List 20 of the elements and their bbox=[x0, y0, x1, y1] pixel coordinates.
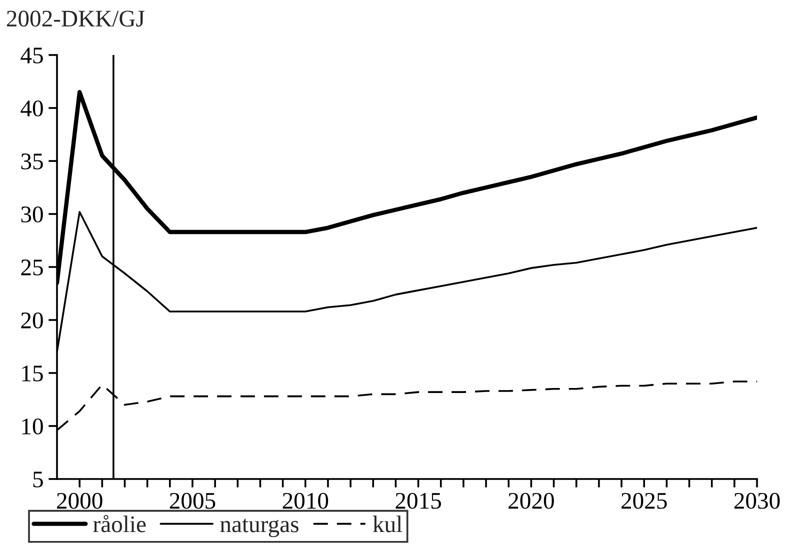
y-tick-label: 30 bbox=[21, 206, 43, 222]
x-tick-label: 2025 bbox=[622, 492, 667, 509]
y-tick-label: 20 bbox=[21, 312, 43, 328]
x-tick-label: 2030 bbox=[734, 492, 780, 509]
legend-label: råolie bbox=[93, 514, 146, 532]
y-tick-label: 25 bbox=[21, 260, 43, 276]
y-tick-label: 35 bbox=[21, 154, 43, 170]
x-tick-label: 2000 bbox=[57, 492, 102, 509]
y-tick-label: 45 bbox=[20, 48, 43, 64]
x-tick-label: 2015 bbox=[396, 492, 441, 509]
legend-label: kul bbox=[372, 516, 402, 532]
y-axis-title: 2002-DKK/GJ bbox=[6, 10, 144, 27]
x-tick-label: 2010 bbox=[282, 492, 328, 509]
legend-label: naturgas bbox=[220, 518, 298, 538]
y-tick-label: 5 bbox=[33, 472, 43, 488]
x-tick-label: 2020 bbox=[508, 492, 554, 509]
y-tick-label: 40 bbox=[20, 100, 43, 116]
x-tick-label: 2005 bbox=[170, 492, 216, 509]
y-tick-label: 15 bbox=[22, 366, 43, 382]
y-tick-label: 10 bbox=[22, 418, 43, 434]
